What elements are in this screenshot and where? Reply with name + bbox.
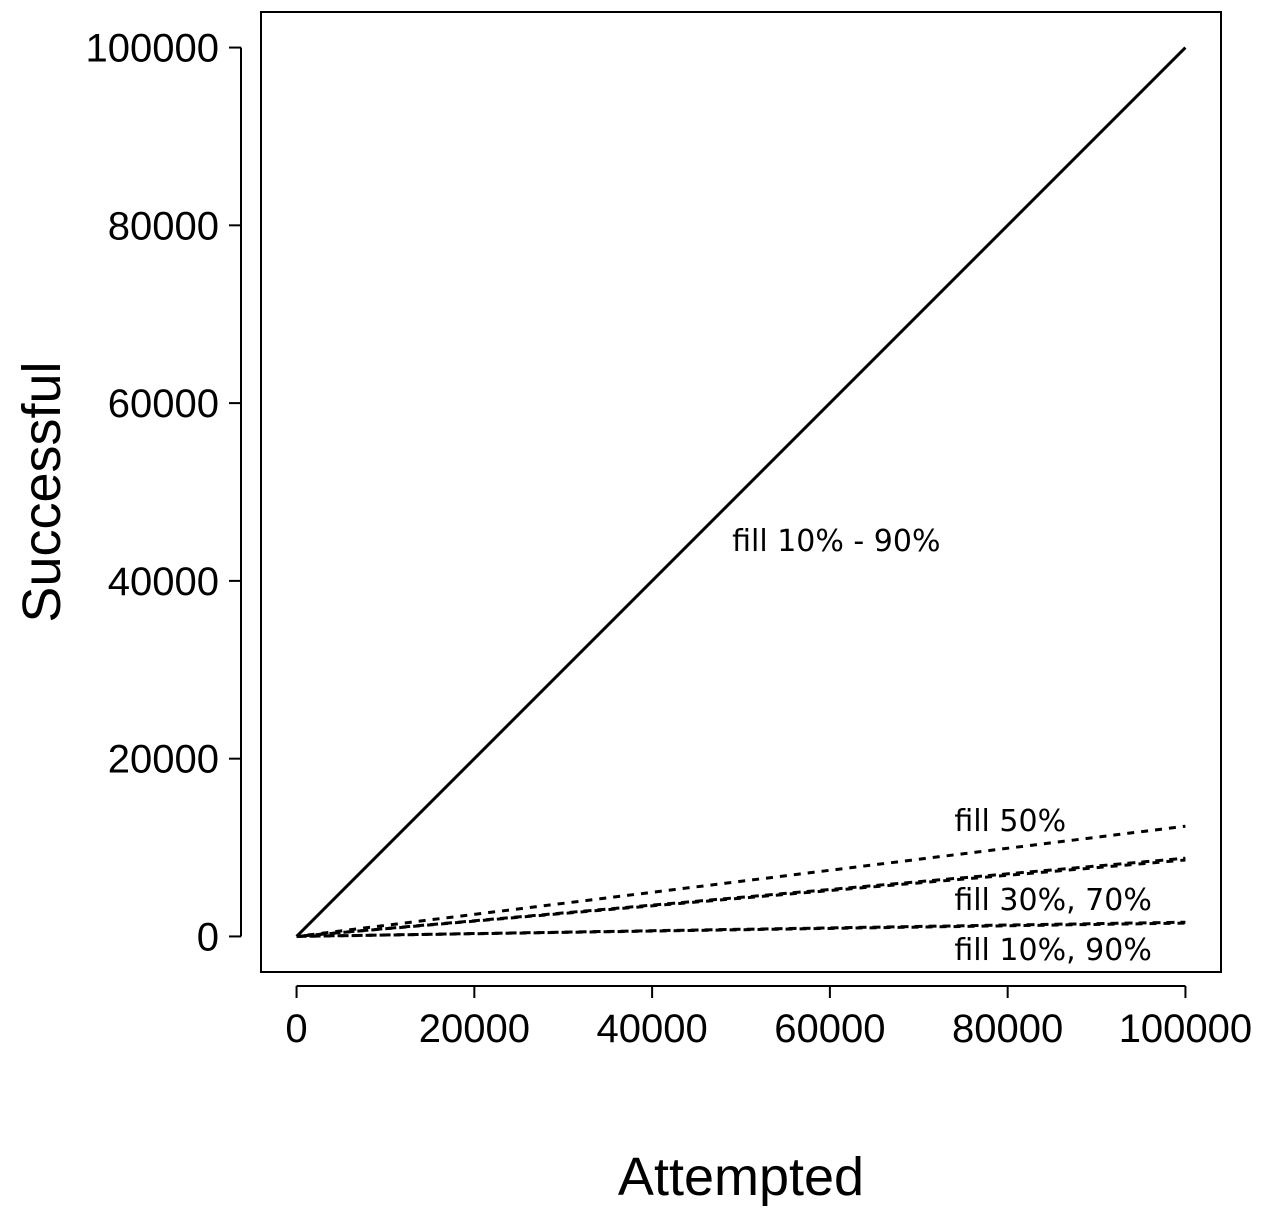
series-line-5 — [296, 920, 1186, 938]
y-tick-label: 20000 — [108, 738, 219, 782]
x-tick-label: 0 — [285, 1007, 307, 1051]
annotation-label: fill 50% — [954, 804, 1066, 839]
y-tick-label: 80000 — [108, 204, 219, 248]
series-layer — [295, 46, 1187, 938]
x-tick-label: 40000 — [596, 1007, 707, 1051]
x-tick-label: 80000 — [952, 1007, 1063, 1051]
x-axis: 0 20000 40000 60000 80000 100000 — [285, 985, 1252, 1051]
annotation-label: fill 10% - 90% — [732, 524, 940, 559]
y-tick-label: 40000 — [108, 560, 219, 604]
y-tick-label: 0 — [197, 915, 219, 959]
y-tick-label: 100000 — [86, 27, 219, 71]
series-line-4 — [296, 858, 1186, 938]
x-tick-label: 60000 — [774, 1007, 885, 1051]
annotation-layer: fill 10% - 90% fill 50% fill 30%, 70% fill … — [732, 524, 1152, 968]
x-tick-label: 100000 — [1119, 1007, 1252, 1051]
annotation-label: fill 30%, 70% — [954, 883, 1152, 918]
y-axis-label: Successful — [12, 361, 72, 622]
x-tick-label: 20000 — [419, 1007, 530, 1051]
y-axis: 0 20000 40000 60000 80000 100000 — [86, 27, 242, 959]
plot-frame — [260, 11, 1222, 973]
x-axis-label: Attempted — [618, 1147, 864, 1207]
series-line-1 — [295, 46, 1187, 938]
series-line-2 — [296, 824, 1186, 938]
y-tick-label: 60000 — [108, 382, 219, 426]
annotation-label: fill 10%, 90% — [954, 933, 1152, 968]
